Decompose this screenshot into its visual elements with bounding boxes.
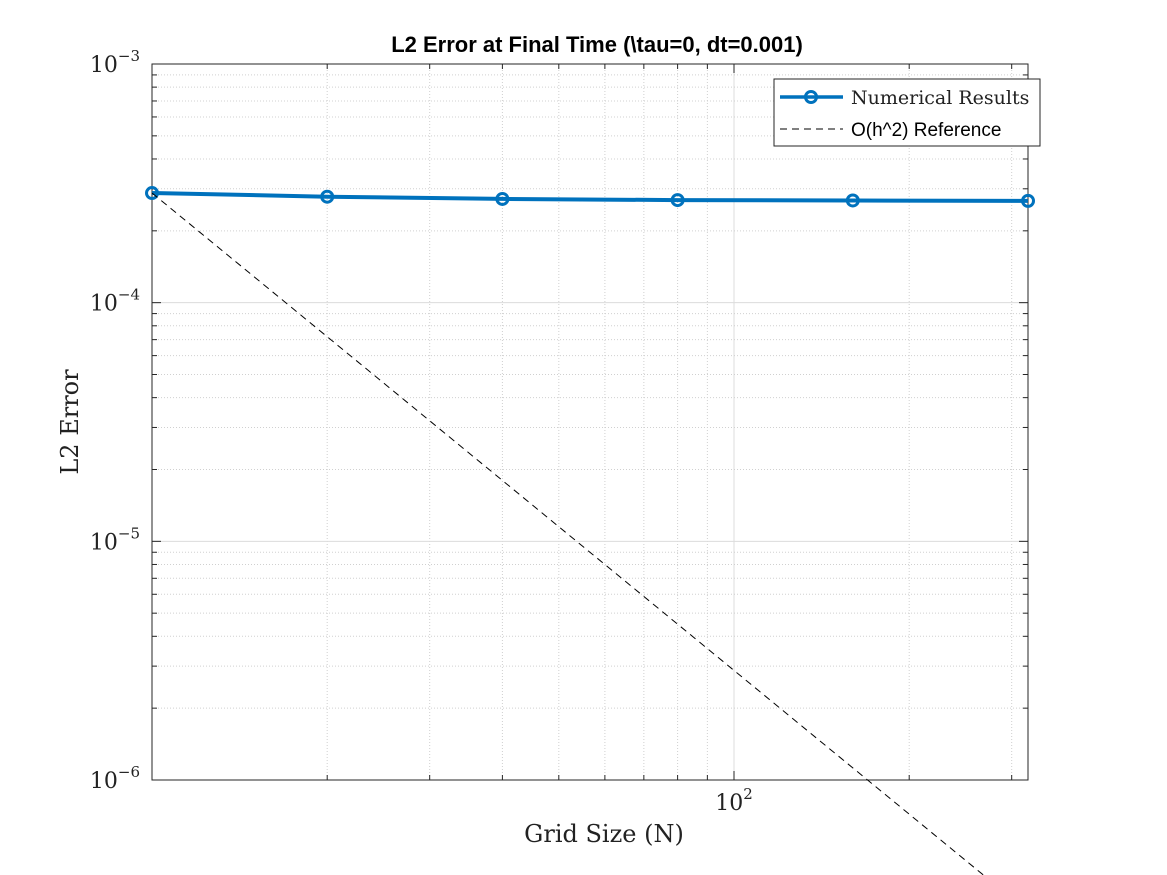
series-line-reference bbox=[151, 192, 985, 875]
data-point-marker bbox=[320, 189, 335, 204]
legend-label-numerical: Numerical Results bbox=[851, 87, 1029, 109]
legend-box bbox=[773, 78, 1041, 147]
legend: Numerical Results O(h^2) Reference bbox=[773, 78, 1041, 147]
ticks: 10−6 10−5 10−4 10−3 102 bbox=[90, 47, 1028, 816]
y-axis-label: L2 Error bbox=[56, 369, 84, 475]
data-point-marker bbox=[845, 193, 860, 208]
plot-area bbox=[152, 64, 1028, 780]
data-point-marker bbox=[670, 193, 685, 208]
y-tick-label: 10−6 bbox=[90, 763, 140, 794]
legend-label-reference: O(h^2) Reference bbox=[851, 120, 1001, 141]
data-point-marker bbox=[495, 191, 510, 206]
chart-title: L2 Error at Final Time (\tau=0, dt=0.001… bbox=[391, 32, 803, 57]
grid bbox=[151, 64, 1028, 781]
axes-box bbox=[151, 63, 1029, 781]
y-tick-label: 10−5 bbox=[90, 524, 140, 555]
series-line-numerical bbox=[151, 191, 1029, 203]
series-layer bbox=[145, 186, 1035, 875]
legend-marker-numerical bbox=[804, 90, 818, 104]
y-tick-label: 10−3 bbox=[90, 47, 140, 78]
x-axis-label: Grid Size (N) bbox=[524, 820, 684, 848]
y-tick-label: 10−4 bbox=[90, 286, 140, 317]
data-point-marker bbox=[1021, 193, 1035, 208]
x-tick-label: 102 bbox=[715, 785, 753, 816]
data-point-marker bbox=[145, 186, 159, 201]
